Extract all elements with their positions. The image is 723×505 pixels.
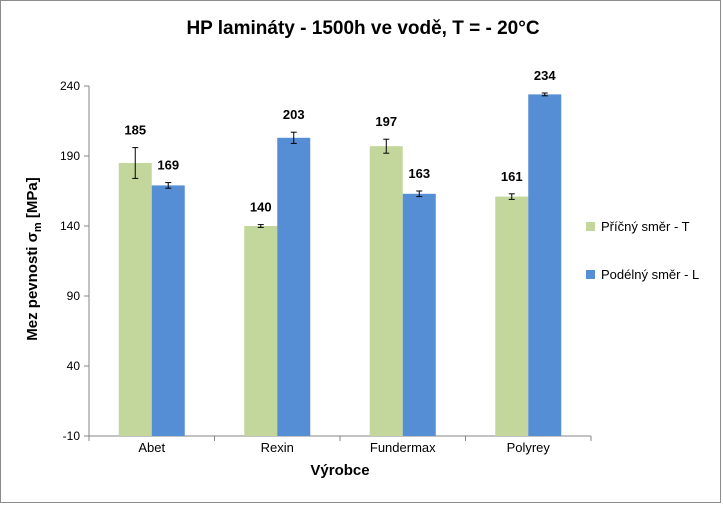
bar: [277, 137, 311, 437]
data-label: 185: [124, 123, 146, 138]
y-tick-label: 240: [60, 79, 80, 93]
y-tick-label: 40: [67, 359, 81, 373]
bar: [151, 185, 185, 436]
plot-area: -10 40 90 140 190 240 Abet 185 169 Rexin 140 203 Fun…: [60, 68, 592, 455]
data-label: 197: [375, 114, 397, 129]
y-axis-title-unit: [MPa]: [24, 177, 41, 222]
legend-swatch: [586, 270, 595, 279]
bar: [244, 226, 278, 436]
x-tick-label: Polyrey: [507, 440, 551, 455]
bar: [369, 146, 403, 436]
bar: [495, 196, 529, 436]
chart-title: HP lamináty - 1500h ve vodě, T = - 20°C: [186, 18, 539, 39]
y-tick-label: 90: [67, 289, 81, 303]
data-label: 140: [250, 200, 272, 215]
data-label: 169: [157, 158, 179, 173]
y-axis-title-main: Mez pevnosti σ: [24, 232, 41, 341]
bar: [402, 193, 436, 436]
legend-label: Podélný směr - L: [601, 267, 699, 282]
bar: [118, 163, 152, 436]
x-tick-label: Fundermax: [370, 440, 436, 455]
x-axis-title: Výrobce: [310, 462, 369, 479]
data-label: 163: [408, 166, 430, 181]
legend: Příčný směr - T Podélný směr - L: [586, 219, 699, 282]
data-label: 203: [283, 107, 305, 122]
data-label: 234: [534, 68, 556, 83]
y-axis-title: Mez pevnosti σm [MPa]: [24, 177, 44, 340]
bar: [528, 94, 562, 437]
legend-label: Příčný směr - T: [601, 219, 690, 234]
y-tick-label: 140: [60, 219, 80, 233]
y-axis-title-subscript: m: [32, 222, 44, 232]
y-tick-label: -10: [63, 429, 81, 443]
x-tick-label: Rexin: [261, 440, 294, 455]
legend-swatch: [586, 222, 595, 231]
y-tick-label: 190: [60, 149, 80, 163]
x-tick-label: Abet: [138, 440, 165, 455]
data-label: 161: [501, 169, 523, 184]
